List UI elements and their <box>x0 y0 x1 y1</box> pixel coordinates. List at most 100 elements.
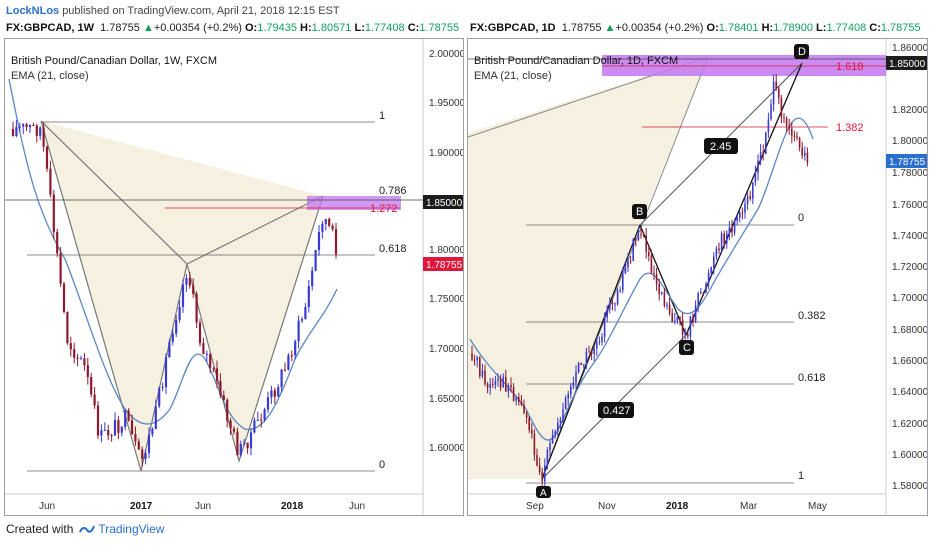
candle-body <box>198 322 202 344</box>
left-symbol[interactable]: FX:GBPCAD, 1W <box>6 22 94 34</box>
left-chart-canvas[interactable]: 1 0.786 1.272 0.618 0 2.00000 1.95000 1.… <box>5 39 463 515</box>
right-y-tick: 1.58000 <box>892 481 927 492</box>
left-fib-label-618: 0.618 <box>379 243 407 255</box>
candle-body <box>655 273 658 285</box>
candle-body <box>614 303 616 305</box>
left-chart-title: British Pound/Canadian Dollar, 1W, FXCM <box>11 55 218 67</box>
right-ratio-box-0427 <box>598 402 634 418</box>
left-y-tick: 1.80000 <box>429 245 463 256</box>
candle-body <box>317 232 321 251</box>
candle-body <box>62 283 66 313</box>
candle-body <box>580 363 582 365</box>
right-fib-label-1618: 1.618 <box>836 61 864 73</box>
left-price-tag-text: 1.78755 <box>426 260 463 271</box>
candle-body <box>653 272 655 274</box>
candle-body <box>585 351 588 365</box>
right-y-tick: 1.62000 <box>892 419 927 430</box>
candle-body <box>629 260 632 262</box>
candle-body <box>141 449 144 459</box>
right-c-label: C: <box>869 22 881 34</box>
right-point-b <box>632 204 647 219</box>
candle-body <box>554 431 556 435</box>
candle-body <box>127 410 130 421</box>
candle-body <box>321 223 324 233</box>
right-price: 1.78755 <box>561 22 602 34</box>
candle-body <box>775 81 777 89</box>
candle-body <box>300 319 304 321</box>
candle-body <box>624 267 627 274</box>
candle-body <box>324 219 327 224</box>
candle-body <box>260 419 263 421</box>
candle-body <box>35 125 38 136</box>
candle-body <box>627 260 629 268</box>
candle-body <box>243 442 246 445</box>
candle-body <box>158 387 161 407</box>
candle-body <box>290 355 293 357</box>
right-close: 1.78755 <box>880 22 921 34</box>
candle-body <box>658 284 660 294</box>
candle-body <box>307 286 310 308</box>
candle-body <box>56 231 59 254</box>
candle-body <box>93 394 96 406</box>
right-price-tag <box>886 154 927 168</box>
candle-body <box>195 293 198 323</box>
right-y-tick: 1.82000 <box>892 105 927 116</box>
candle-body <box>609 302 611 310</box>
right-y-tick: 1.76000 <box>892 200 927 211</box>
left-fib-label-786: 0.786 <box>379 185 407 197</box>
right-level-tag <box>886 56 927 70</box>
candle-body <box>681 319 684 335</box>
right-x-tick: 2018 <box>666 501 689 512</box>
candle-body <box>76 357 79 359</box>
right-leg-bc <box>639 224 687 336</box>
author-link[interactable]: LockNLos <box>6 5 60 17</box>
candle-body <box>32 125 35 127</box>
candle-body <box>492 384 494 386</box>
candle-body <box>90 376 93 395</box>
left-chart-panel[interactable]: 1 0.786 1.272 0.618 0 2.00000 1.95000 1.… <box>4 38 464 516</box>
candle-body <box>107 430 110 436</box>
candle-body <box>229 420 232 429</box>
candle-body <box>577 363 580 373</box>
candle-body <box>270 390 273 398</box>
right-open: 1.78401 <box>718 22 759 34</box>
candle-body <box>663 292 666 306</box>
right-pattern-fill <box>468 57 708 479</box>
candle-body <box>100 430 103 436</box>
left-pattern-bd <box>186 195 324 265</box>
right-symbol[interactable]: FX:GBPCAD, 1D <box>470 22 556 34</box>
left-open: 1.79435 <box>257 22 297 34</box>
candle-body <box>687 334 689 337</box>
candle-body <box>311 270 314 287</box>
left-ema-label[interactable]: EMA (21, close) <box>11 70 89 82</box>
right-ratio-box-245 <box>704 138 738 154</box>
candle-body <box>212 368 215 370</box>
left-level-tag-text: 1.85000 <box>426 198 463 209</box>
candle-body <box>598 341 601 343</box>
left-fib-label-0: 0 <box>379 459 385 471</box>
right-high: 1.78900 <box>773 22 813 34</box>
candle-body <box>334 229 338 255</box>
candle-body <box>567 394 569 399</box>
candle-body <box>796 136 798 138</box>
candle-body <box>154 406 157 429</box>
right-point-a-label: A <box>540 488 547 499</box>
candle-body <box>549 443 551 451</box>
right-candles <box>471 74 809 487</box>
candle-body <box>723 233 725 244</box>
left-y-tick: 1.90000 <box>429 148 463 159</box>
candle-body <box>209 353 212 369</box>
candle-body <box>705 283 707 293</box>
right-symbol-line: FX:GBPCAD, 1D 1.78755 ▲+0.00354 (+0.2%) … <box>470 22 921 34</box>
left-ema-line <box>8 78 338 431</box>
left-fib-label-1: 1 <box>379 110 385 122</box>
right-ema-label[interactable]: EMA (21, close) <box>474 70 552 82</box>
left-pattern-fill <box>41 121 323 471</box>
candle-body <box>572 382 575 387</box>
candle-body <box>562 409 564 421</box>
tradingview-link[interactable]: TradingView <box>79 522 164 536</box>
candle-body <box>137 441 140 450</box>
right-chart-canvas[interactable]: D B C A 2.45 0.427 1.618 1.382 0 0.382 0… <box>468 39 927 515</box>
candle-body <box>18 126 21 128</box>
right-chart-panel[interactable]: D B C A 2.45 0.427 1.618 1.382 0 0.382 0… <box>467 38 928 516</box>
